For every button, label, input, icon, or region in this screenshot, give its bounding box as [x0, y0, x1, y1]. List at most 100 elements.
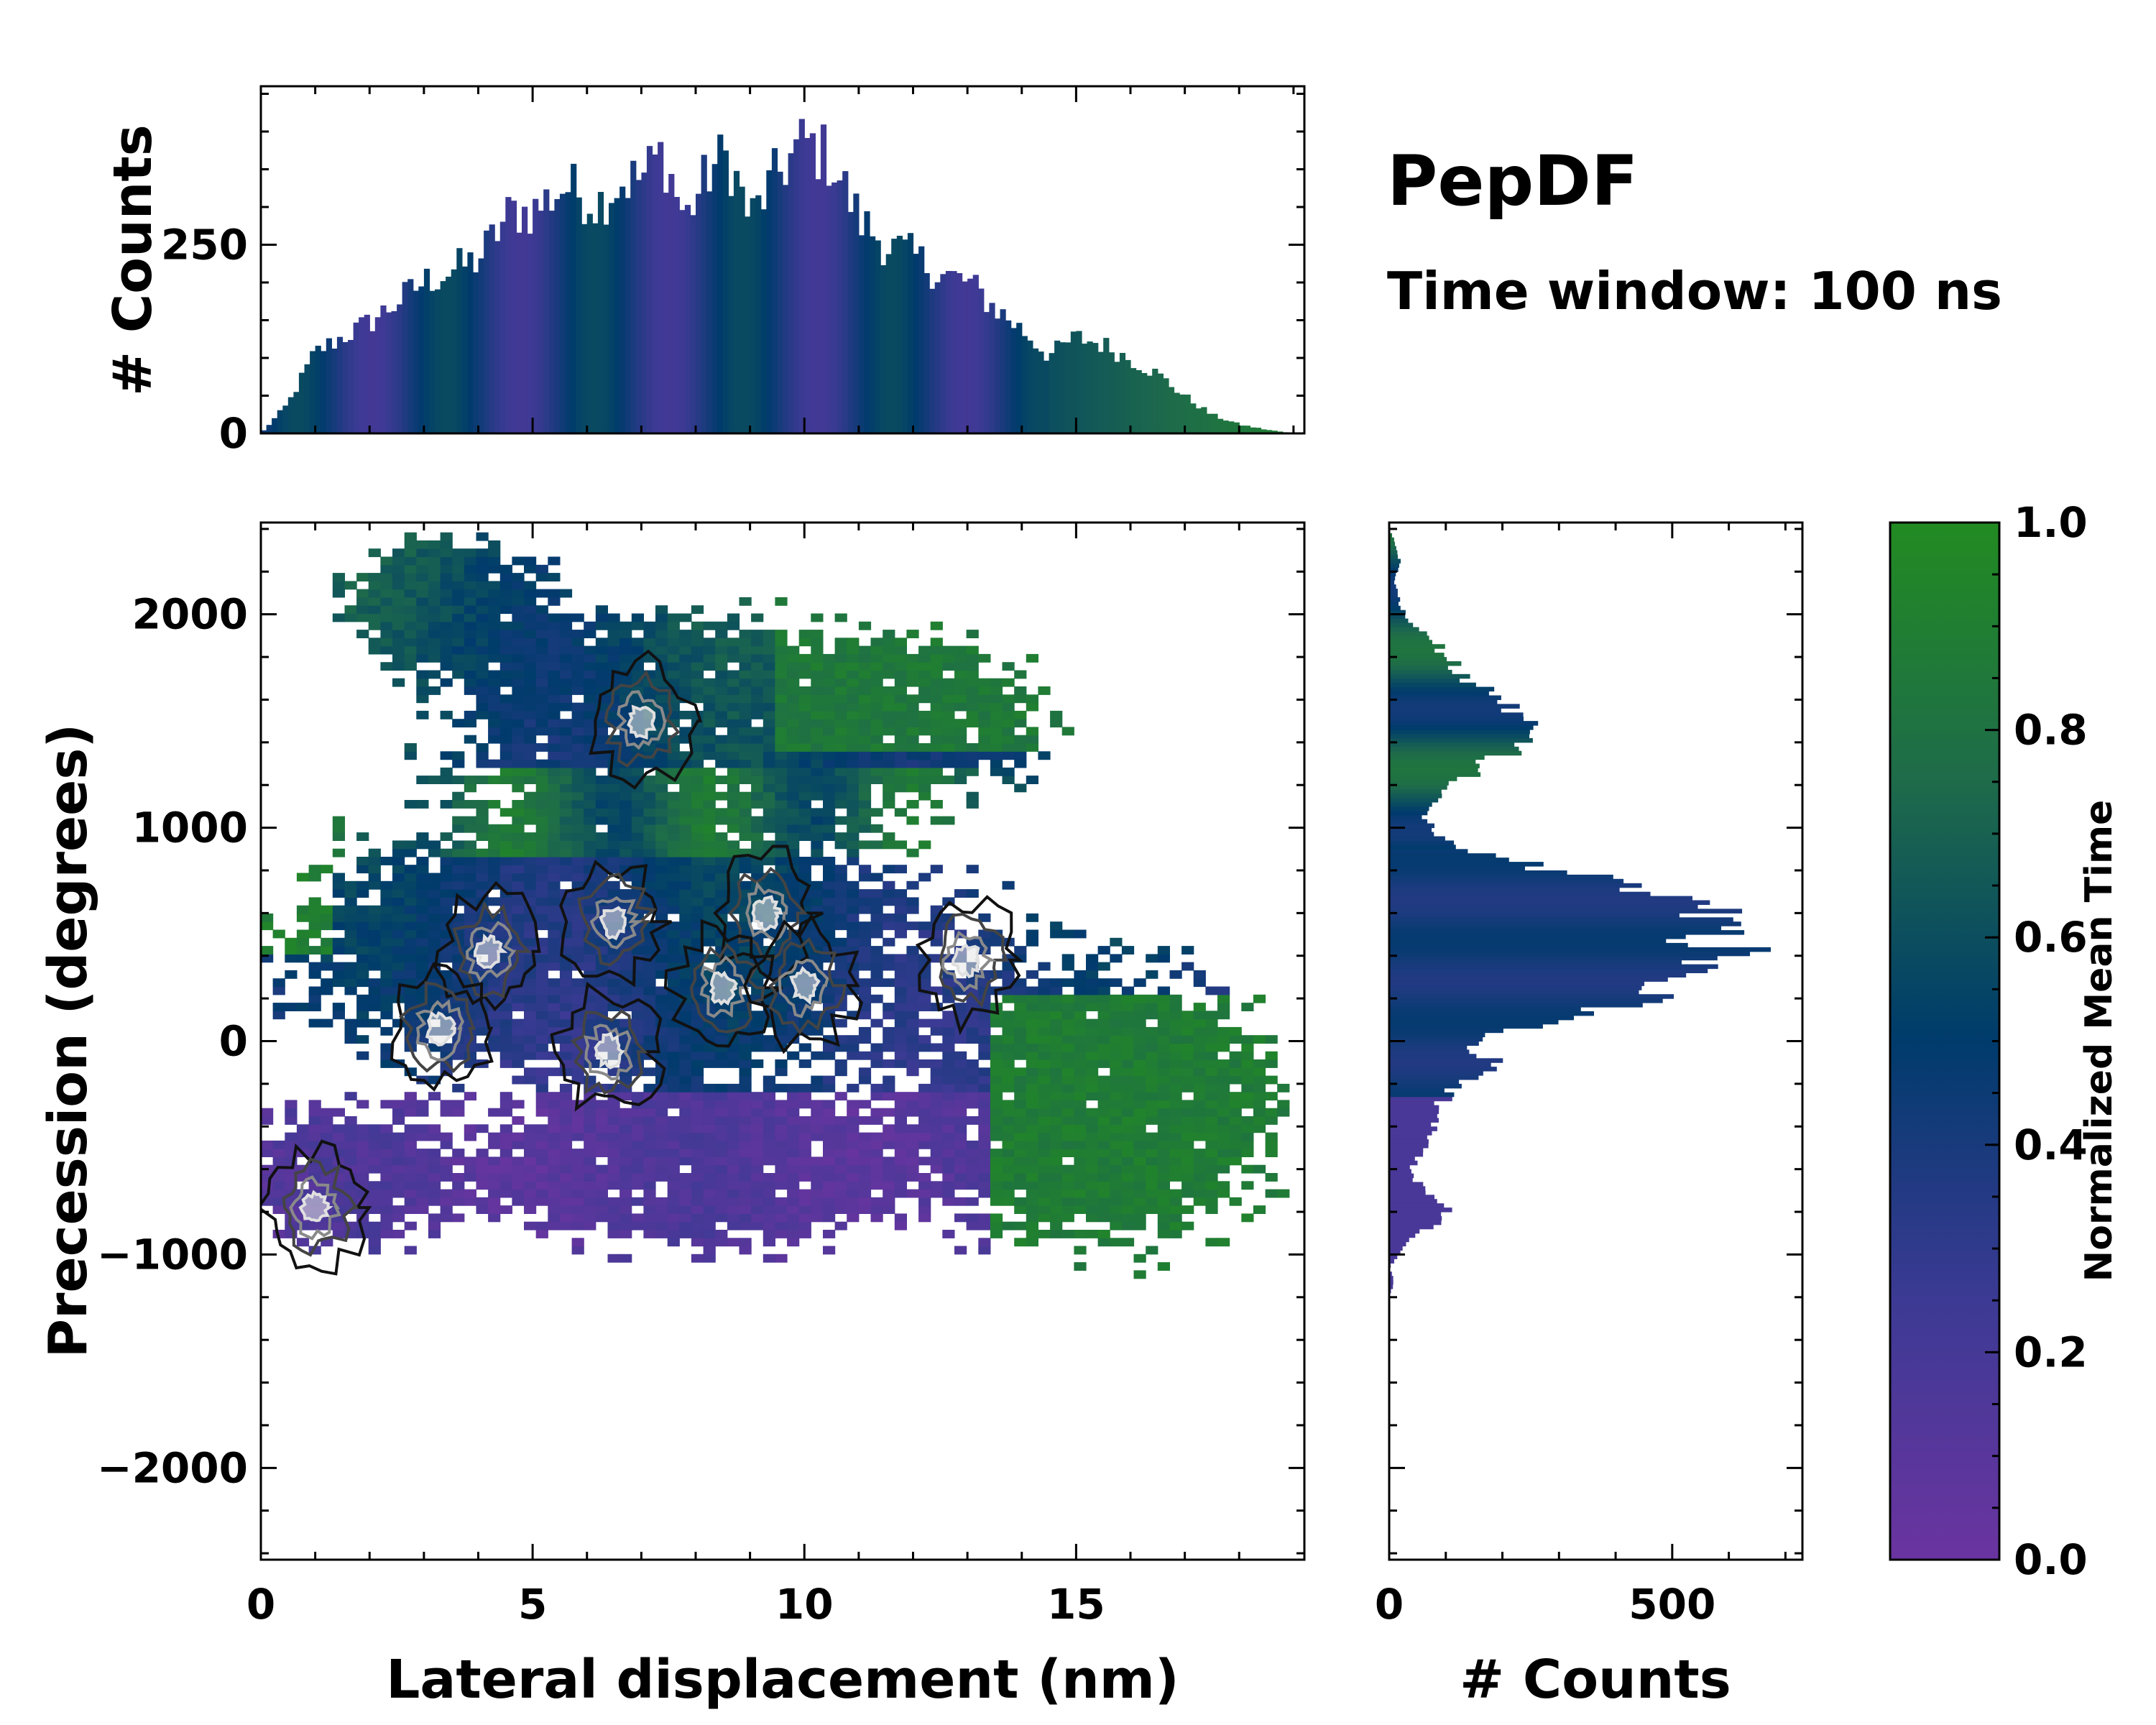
heatmap-cell [619, 791, 632, 801]
heatmap-cell [763, 857, 775, 865]
heatmap-cell [1146, 1011, 1158, 1020]
heatmap-cell [1038, 1011, 1051, 1020]
heatmap-cell [524, 1026, 537, 1036]
heatmap-cell [643, 1156, 656, 1166]
heatmap-cell [727, 1238, 740, 1247]
heatmap-cell [308, 1246, 321, 1255]
heatmap-cell [368, 1156, 381, 1166]
heatmap-cell [548, 686, 561, 695]
heatmap-cell [512, 873, 525, 882]
heatmap-cell [823, 783, 836, 793]
heatmap-cell [1097, 1003, 1110, 1011]
heatmap-cell [595, 832, 608, 841]
heatmap-cell [906, 653, 919, 663]
heatmap-cell [667, 1100, 680, 1109]
heatmap-cell [1169, 1173, 1182, 1182]
heatmap-cell [499, 743, 512, 752]
heatmap-cell [285, 1230, 298, 1238]
heatmap-cell [906, 694, 919, 704]
heatmap-cell [1097, 986, 1110, 995]
heatmap-cell [559, 686, 573, 695]
heatmap-cell [1086, 1132, 1099, 1141]
heatmap-cell [691, 735, 704, 744]
heatmap-cell [906, 816, 919, 825]
heatmap-cell [858, 743, 872, 752]
heatmap-cell [524, 556, 537, 566]
heatmap-cell [954, 1173, 967, 1182]
heatmap-cell [595, 857, 608, 865]
heatmap-cell [524, 638, 537, 647]
heatmap-cell [655, 880, 668, 890]
heatmap-cell [440, 929, 453, 939]
heatmap-cell [1181, 1059, 1194, 1068]
right-histogram-bar [1389, 1087, 1445, 1093]
heatmap-cell [344, 905, 357, 914]
heatmap-cell [691, 865, 704, 874]
heatmap-cell [476, 597, 489, 606]
heatmap-cell [847, 1011, 860, 1020]
heatmap-cell [524, 873, 537, 882]
heatmap-cell [883, 1124, 895, 1133]
heatmap-cell [798, 1173, 811, 1182]
heatmap-cell [368, 954, 381, 963]
heatmap-cell [655, 783, 668, 793]
heatmap-cell [512, 1140, 525, 1149]
heatmap-cell [548, 824, 561, 833]
heatmap-cell [954, 1075, 967, 1085]
heatmap-cell [751, 1092, 764, 1101]
heatmap-cell [261, 1108, 274, 1117]
heatmap-cell [356, 1189, 369, 1198]
heatmap-cell [763, 880, 775, 890]
heatmap-cell [619, 1092, 632, 1101]
heatmap-cell [440, 978, 453, 988]
heatmap-cell [548, 937, 561, 947]
heatmap-cell [787, 1156, 800, 1166]
top-histogram-bar [1054, 340, 1061, 433]
heatmap-cell [703, 1213, 716, 1223]
heatmap-cell [1074, 1164, 1087, 1174]
heatmap-cell [548, 791, 561, 801]
right-histogram-bar [1389, 1271, 1392, 1276]
heatmap-cell [1002, 1051, 1015, 1060]
heatmap-cell [1157, 986, 1170, 995]
heatmap-cell [978, 1238, 991, 1247]
heatmap-cell [631, 783, 644, 793]
heatmap-cell [894, 783, 907, 793]
heatmap-cell [619, 1156, 632, 1166]
top-histogram-bar [870, 236, 876, 433]
top-histogram-bar [722, 150, 729, 433]
heatmap-cell [763, 808, 775, 817]
heatmap-cell [966, 719, 979, 728]
heatmap-cell [416, 686, 429, 695]
heatmap-cell [499, 824, 512, 833]
heatmap-cell [811, 630, 824, 638]
heatmap-cell [1026, 1221, 1038, 1230]
heatmap-cell [321, 1213, 333, 1223]
heatmap-cell [535, 1011, 548, 1020]
heatmap-cell [535, 1124, 548, 1133]
contour-line [425, 1011, 457, 1046]
heatmap-cell [452, 978, 465, 988]
heatmap-cell [380, 1043, 393, 1052]
heatmap-cell [1181, 1051, 1194, 1060]
heatmap-cell [548, 743, 561, 752]
heatmap-cell [607, 702, 620, 712]
heatmap-cell [499, 670, 512, 679]
heatmap-cell [739, 1083, 752, 1092]
heatmap-cell [512, 1075, 525, 1085]
heatmap-cell [1110, 1116, 1123, 1125]
heatmap-cell [787, 1197, 800, 1206]
heatmap-cell [775, 978, 788, 988]
top-histogram-bar [413, 290, 419, 433]
top-histogram-bar [1266, 430, 1273, 433]
heatmap-cell [883, 880, 895, 890]
heatmap-cell [464, 621, 476, 630]
heatmap-cell [535, 913, 548, 922]
heatmap-cell [1229, 1116, 1242, 1125]
heatmap-cell [739, 727, 752, 736]
heatmap-cell [739, 662, 752, 671]
right-histogram-bar [1389, 913, 1680, 918]
heatmap-cell [883, 767, 895, 776]
heatmap-cell [811, 905, 824, 914]
right-histogram-bar [1389, 1212, 1442, 1217]
